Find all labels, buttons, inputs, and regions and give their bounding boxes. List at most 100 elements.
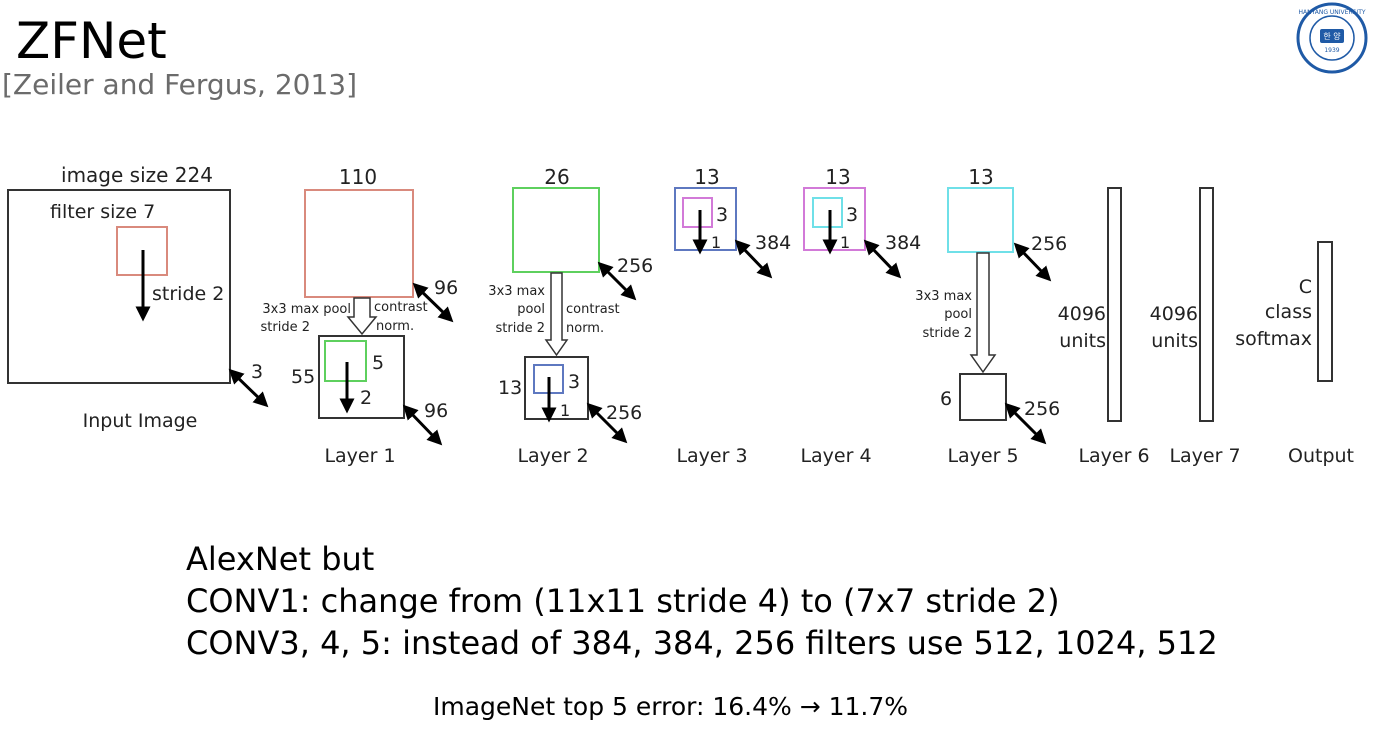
output-label-2: class <box>1265 301 1312 323</box>
input-depth-label: 3 <box>251 361 263 383</box>
layer5-pool-label-2: pool <box>944 307 972 322</box>
layer4-block: 13 3 1 384 Layer 4 <box>800 165 921 467</box>
layer2-depth-bottom: 256 <box>606 402 642 424</box>
layer3-filter-label: 3 <box>716 204 728 226</box>
bullet-line: AlexNet but <box>186 540 375 578</box>
layer7-units-2: units <box>1151 330 1198 352</box>
layer2-feature-map <box>512 187 600 273</box>
layer1-pool-label-1: 3x3 max pool <box>262 302 351 317</box>
layer2-depth-arrow-bottom <box>586 402 628 444</box>
slide-citation: [Zeiler and Fergus, 2013] <box>2 68 358 101</box>
layer3-depth-label: 384 <box>755 232 791 254</box>
layer1-depth-bottom: 96 <box>424 400 448 422</box>
layer1-stride-label: 2 <box>360 387 372 409</box>
input-caption: Input Image <box>83 410 198 432</box>
layer5-pool-arrow <box>969 252 997 374</box>
layer5-caption: Layer 5 <box>947 445 1018 467</box>
layer4-caption: Layer 4 <box>800 445 871 467</box>
output-caption: Output <box>1288 445 1354 467</box>
input-image-box <box>7 189 231 384</box>
zfnet-architecture-diagram: image size 224 filter size 7 stride 2 3 … <box>7 163 1354 467</box>
layer3-caption: Layer 3 <box>676 445 747 467</box>
slide-bullets: AlexNet but CONV1: change from (11x11 st… <box>186 538 1218 664</box>
layer4-filter-label: 3 <box>846 204 858 226</box>
layer6-units-2: units <box>1059 330 1106 352</box>
bullet-line: CONV3, 4, 5: instead of 384, 384, 256 fi… <box>186 624 1218 662</box>
input-image-block: image size 224 filter size 7 stride 2 3 … <box>7 163 269 432</box>
layer7-units-1: 4096 <box>1150 303 1198 325</box>
layer7-caption: Layer 7 <box>1169 445 1240 467</box>
layer6-caption: Layer 6 <box>1078 445 1149 467</box>
layer1-norm-label-1: contrast <box>374 300 428 315</box>
layer2-pooled-map <box>524 356 589 420</box>
layer1-depth-arrow-bottom <box>402 404 443 446</box>
layer2-size-label: 26 <box>544 165 569 189</box>
layer1-depth-arrow-top <box>412 282 454 323</box>
error-rate-note: ImageNet top 5 error: 16.4% → 11.7% <box>433 692 909 721</box>
layer4-filter-box <box>812 197 843 228</box>
layer5-depth-bottom: 256 <box>1024 398 1060 420</box>
layer5-pooled-map <box>959 373 1007 421</box>
layer2-depth-arrow-top <box>597 261 637 301</box>
svg-text:한 양: 한 양 <box>1323 32 1341 41</box>
svg-text:HANYANG UNIVERSITY: HANYANG UNIVERSITY <box>1298 9 1365 16</box>
layer5-feature-map <box>947 187 1014 253</box>
layer3-block: 13 3 1 384 Layer 3 <box>674 165 791 467</box>
layer2-block: 26 256 3x3 max pool stride 2 contrast no… <box>488 165 653 467</box>
layer1-pool-arrow <box>346 297 378 336</box>
layer6-fc-bar <box>1107 187 1122 422</box>
layer1-feature-map <box>304 189 414 298</box>
input-stride-label: stride 2 <box>152 283 224 305</box>
output-label-3: softmax <box>1235 328 1312 350</box>
layer1-block: 110 96 3x3 max pool stride 2 contrast no… <box>261 165 459 467</box>
layer1-caption: Layer 1 <box>324 445 395 467</box>
layer4-depth-label: 384 <box>885 232 921 254</box>
layer5-block: 13 256 3x3 max pool stride 2 6 256 Layer… <box>915 165 1067 467</box>
layer2-small-size: 13 <box>498 377 522 399</box>
layer2-depth-top: 256 <box>617 255 653 277</box>
layer1-small-size: 55 <box>291 366 315 388</box>
layer7-block: 4096 units Layer 7 <box>1150 187 1241 467</box>
bullet-line: CONV1: change from (11x11 stride 4) to (… <box>186 582 1060 620</box>
layer1-norm-label-2: norm. <box>376 319 414 334</box>
layer6-units-1: 4096 <box>1058 303 1106 325</box>
layer7-fc-bar <box>1199 187 1214 422</box>
slide-title: ZFNet <box>16 12 167 70</box>
input-size-label: image size 224 <box>61 163 213 187</box>
filter-size-label: filter size 7 <box>50 201 155 223</box>
layer2-pool-label-2: pool <box>517 302 545 317</box>
university-logo: 한 양 1939 HANYANG UNIVERSITY <box>1296 2 1368 74</box>
layer5-depth-arrow-bottom <box>1004 402 1047 445</box>
layer3-filter-box <box>682 197 713 228</box>
layer3-stride-label: 1 <box>711 233 721 252</box>
layer5-small-size: 6 <box>940 388 952 410</box>
input-depth-arrow <box>228 368 269 408</box>
layer2-norm-label-1: contrast <box>566 302 620 317</box>
svg-text:1939: 1939 <box>1324 47 1339 54</box>
layer1-filter-label: 5 <box>372 352 384 374</box>
layer1-size-label: 110 <box>339 165 377 189</box>
layer2-stride-label: 1 <box>560 401 570 420</box>
layer2-pool-label-3: stride 2 <box>496 321 545 336</box>
layer3-size-label: 13 <box>694 165 719 189</box>
output-label-1: C <box>1299 276 1312 298</box>
output-softmax-bar <box>1317 241 1333 382</box>
layer2-pool-label-1: 3x3 max <box>488 284 545 299</box>
layer4-stride-label: 1 <box>840 233 850 252</box>
layer2-pool-arrow <box>544 272 569 357</box>
output-block: C class softmax Output <box>1235 241 1354 467</box>
layer2-norm-label-2: norm. <box>566 321 604 336</box>
layer6-block: 4096 units Layer 6 <box>1058 187 1150 467</box>
layer1-pool-label-2: stride 2 <box>261 320 310 335</box>
layer2-caption: Layer 2 <box>517 445 588 467</box>
layer5-pool-label-3: stride 2 <box>923 326 972 341</box>
layer4-depth-arrow <box>863 239 902 279</box>
layer5-pool-label-1: 3x3 max <box>915 289 972 304</box>
layer1-depth-top: 96 <box>434 277 458 299</box>
layer3-depth-arrow <box>734 239 773 279</box>
layer5-depth-arrow-top <box>1013 242 1052 282</box>
layer5-size-label: 13 <box>968 165 993 189</box>
layer1-pooled-map <box>318 335 405 419</box>
layer4-size-label: 13 <box>825 165 850 189</box>
layer2-filter-label: 3 <box>568 371 580 393</box>
